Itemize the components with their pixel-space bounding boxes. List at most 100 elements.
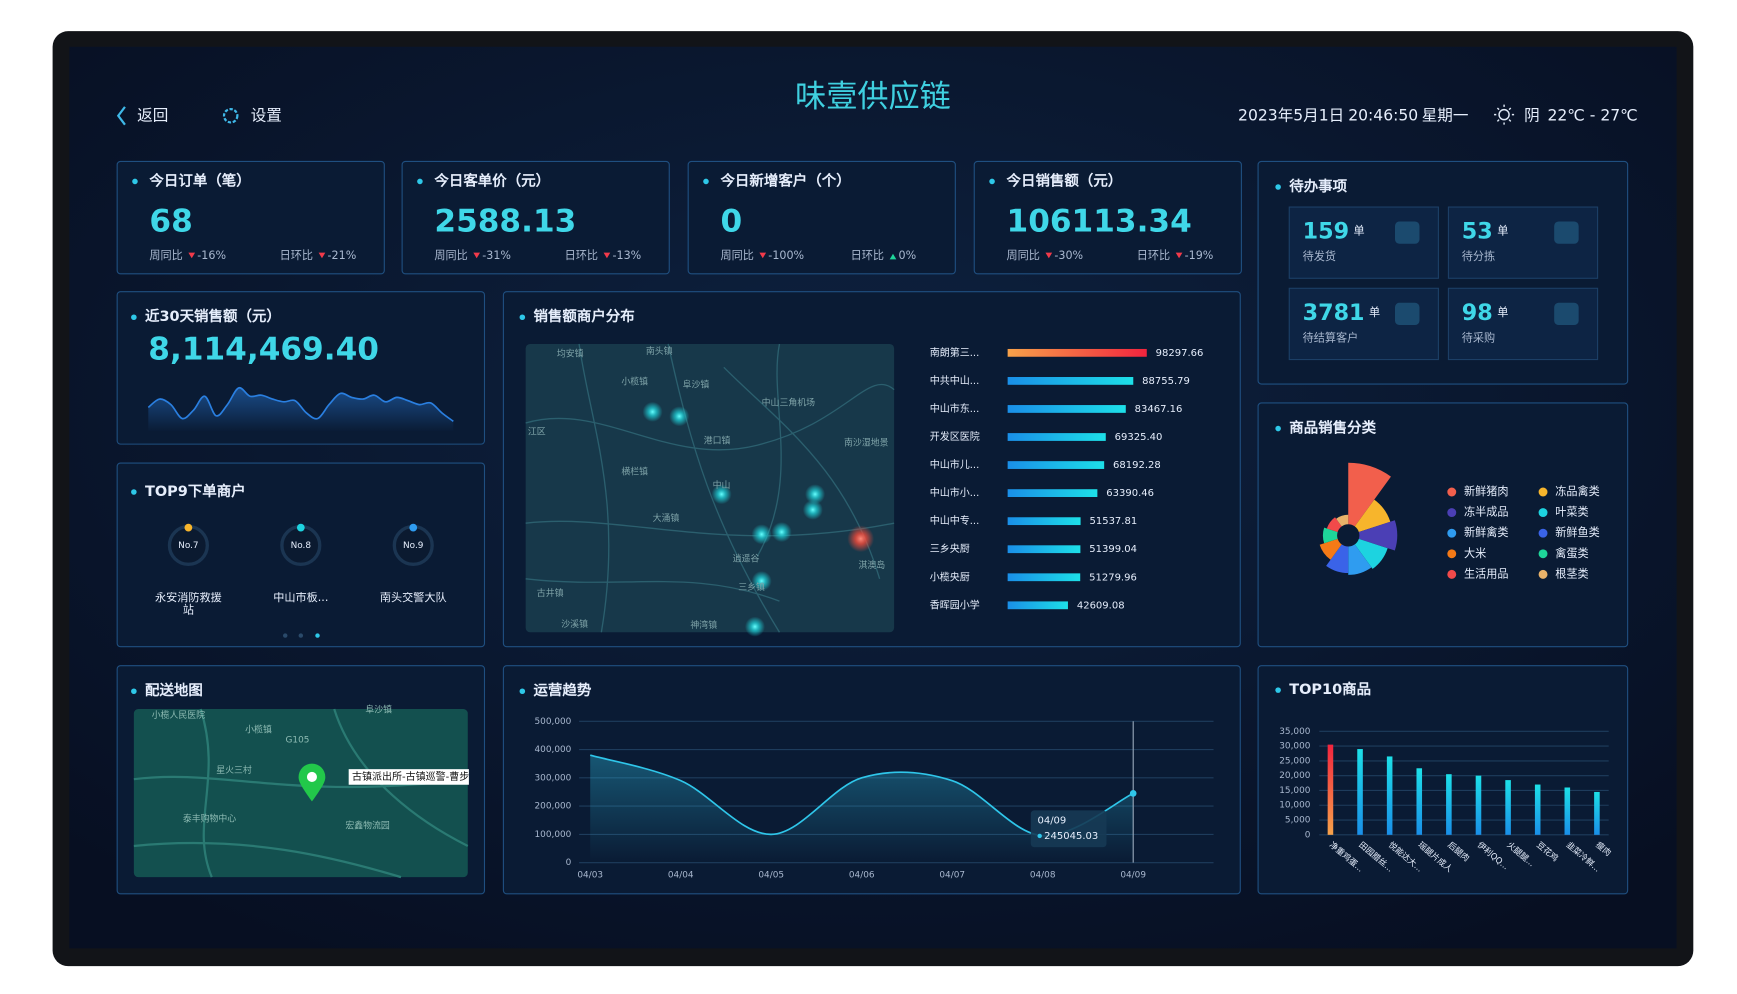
wow-label: 周同比 [149, 249, 182, 262]
rank-label: 开发区医院 [930, 430, 980, 443]
rank-bar [1007, 489, 1098, 497]
rank-value: 69325.40 [1115, 432, 1163, 443]
y-tick-label: 35,000 [1279, 727, 1310, 737]
panel-title: TOP10商品 [1289, 680, 1371, 698]
rank-bar [1007, 377, 1134, 385]
merchant-point [669, 406, 690, 427]
panel [687, 160, 956, 275]
todo-value: 159 单 [1303, 218, 1365, 244]
merchant-point [751, 524, 772, 545]
rank-label: 三乡央厨 [930, 542, 970, 555]
legend-swatch [1447, 528, 1457, 538]
todo-value: 3781 单 [1303, 299, 1381, 325]
map-label: 小榄镇 [245, 724, 272, 736]
todo-unit: 单 [1497, 225, 1508, 238]
y-tick-label: 30,000 [1279, 742, 1310, 752]
bar [1564, 787, 1571, 835]
rank-bar [1007, 601, 1068, 610]
y-tick-label: 5,000 [1285, 816, 1311, 826]
merchant-point [771, 522, 792, 543]
up-arrow [889, 253, 897, 260]
map-pin-dot [306, 771, 317, 782]
y-tick-label: 15,000 [1279, 786, 1310, 796]
y-tick-label: 500,000 [535, 717, 572, 727]
wow-label: 周同比 [720, 249, 753, 262]
legend-swatch [1447, 549, 1457, 559]
map-popup [348, 769, 469, 785]
map-label: 南头镇 [646, 345, 673, 357]
map-road [133, 775, 468, 789]
map-label: 阜沙镇 [683, 379, 710, 391]
kpi-title: 今日新增客户（个） [719, 171, 850, 189]
kpi-title: 今日销售额（元） [1006, 171, 1123, 189]
rose-slice [1354, 538, 1388, 569]
todo-icon [1554, 221, 1579, 244]
rank-bar [1007, 573, 1081, 582]
kpi-value: 2588.13 [434, 204, 576, 240]
y-tick-label: 10,000 [1279, 801, 1310, 811]
legend-label: 根茎类 [1555, 566, 1588, 580]
y-tick-label: 25,000 [1279, 756, 1310, 766]
rose-slice [1354, 499, 1391, 532]
rose-slice [1348, 544, 1372, 575]
rank-value: 42609.08 [1077, 600, 1125, 611]
todo-number: 53 [1462, 218, 1493, 244]
todo-label: 待结算客户 [1303, 330, 1359, 344]
dod-value: -13% [612, 249, 641, 262]
todo-label: 待采购 [1462, 330, 1495, 344]
legend-label: 新鲜猪肉 [1464, 484, 1509, 498]
rank-dot [184, 523, 193, 532]
weather-icon [1494, 104, 1515, 125]
merchant-name: 中山市板... [273, 592, 329, 605]
dod-label: 日环比 [851, 249, 884, 262]
tooltip-label: 04/09 [1037, 815, 1066, 826]
kpi-value: 68 [149, 204, 192, 240]
kpi-title: 今日订单（笔） [148, 171, 250, 189]
legend-label: 冻半成品 [1464, 505, 1509, 519]
y-tick-label: 0 [566, 858, 572, 868]
map-pin [298, 763, 326, 802]
rank-bar [1007, 545, 1081, 554]
settings-icon[interactable] [222, 107, 239, 124]
rank-label: 小榄央厨 [930, 570, 970, 583]
title-dot [1275, 184, 1281, 190]
bar [1327, 744, 1334, 835]
rose-slice [1322, 527, 1338, 544]
settings-button[interactable]: 设置 [251, 106, 282, 124]
legend-label: 大米 [1464, 546, 1486, 560]
bar [1505, 780, 1511, 835]
wow-value: -100% [768, 249, 804, 262]
map-road [667, 343, 781, 633]
weather: 阴 [1524, 106, 1540, 124]
down-arrow [1175, 252, 1183, 259]
rose-slice [1326, 517, 1342, 532]
back-icon[interactable] [116, 106, 126, 126]
x-tick-label: 04/07 [939, 870, 965, 880]
title-dot [1275, 687, 1281, 693]
map-label: 港口镇 [704, 434, 731, 446]
map-label: 星火三村 [216, 764, 252, 776]
map [525, 343, 895, 633]
kpi-title: 今日客单价（元） [433, 171, 550, 189]
map-label: 逍遥谷 [733, 552, 760, 564]
x-tick-label: 04/08 [1030, 870, 1056, 880]
todo-value: 98 单 [1462, 299, 1509, 325]
map-road [756, 343, 782, 557]
tooltip [1030, 810, 1107, 848]
rank-dot [409, 523, 418, 532]
todo-icon [1394, 221, 1420, 244]
legend-swatch [1538, 569, 1548, 579]
map-road [525, 383, 895, 451]
map-label: 沙溪镇 [561, 618, 588, 630]
todo-number: 3781 [1303, 299, 1365, 325]
rank-bar [1007, 517, 1081, 526]
dod-value: -21% [328, 249, 357, 262]
legend-swatch [1447, 569, 1457, 579]
back-button[interactable]: 返回 [137, 106, 168, 124]
map-label: 大涌镇 [653, 512, 680, 524]
legend-label: 新鲜鱼类 [1555, 525, 1600, 539]
y-tick-label: 300,000 [535, 773, 572, 783]
temperature: 22℃ - 27℃ [1547, 106, 1637, 124]
map-road [525, 520, 895, 537]
kpi-value: 0 [720, 204, 742, 240]
